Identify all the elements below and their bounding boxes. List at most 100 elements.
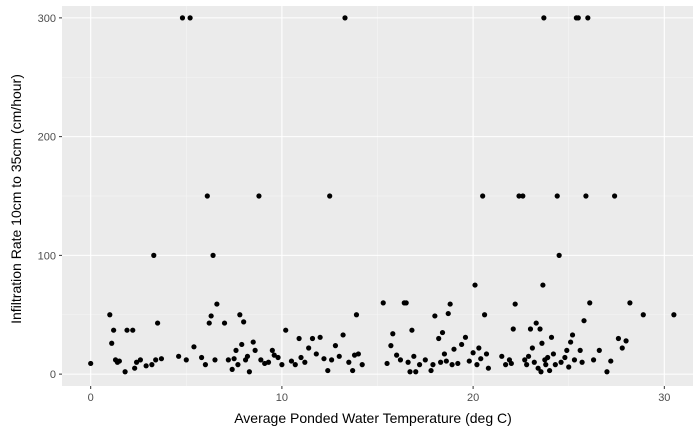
x-tick-label: 0 <box>88 392 94 404</box>
data-point <box>533 320 539 326</box>
data-point <box>422 357 428 363</box>
data-point <box>590 357 597 363</box>
data-point <box>413 369 419 375</box>
data-point <box>451 346 457 352</box>
data-point <box>550 351 557 357</box>
data-point <box>409 327 415 333</box>
data-point <box>265 359 272 365</box>
data-point <box>214 301 220 307</box>
grid-lines <box>62 6 693 386</box>
data-point <box>283 327 289 333</box>
data-point <box>612 193 618 199</box>
data-point <box>556 252 562 258</box>
data-point <box>246 369 252 375</box>
data-point <box>158 356 165 362</box>
data-point <box>411 353 417 359</box>
data-point <box>571 357 578 363</box>
data-point <box>529 345 535 351</box>
data-point <box>604 369 610 375</box>
data-point <box>151 252 157 258</box>
data-point <box>585 15 591 21</box>
data-point <box>155 320 161 326</box>
data-point <box>579 359 585 365</box>
data-point <box>130 327 136 333</box>
data-point <box>258 357 264 363</box>
data-point <box>204 193 210 199</box>
y-axis-title: Infiltration Rate 10cm to 35cm (cm/hour) <box>8 74 24 324</box>
data-point <box>428 367 434 374</box>
data-point <box>239 341 245 348</box>
data-point <box>340 332 346 338</box>
data-point <box>552 362 558 368</box>
y-tick-label: 300 <box>38 13 56 25</box>
data-point <box>615 335 622 342</box>
data-point <box>329 357 335 363</box>
data-point <box>212 357 218 363</box>
data-point <box>380 300 386 306</box>
data-point <box>562 354 568 361</box>
data-point <box>183 357 189 363</box>
data-point <box>535 365 541 371</box>
data-point <box>627 300 633 306</box>
data-point <box>543 362 549 368</box>
data-point <box>107 312 113 318</box>
data-point <box>353 312 360 318</box>
data-point <box>430 362 436 368</box>
data-point <box>208 313 214 319</box>
data-point <box>554 193 560 199</box>
data-point <box>512 301 518 307</box>
data-point <box>137 357 143 363</box>
data-point <box>619 345 625 351</box>
data-point <box>321 356 327 362</box>
data-point <box>275 354 281 361</box>
x-tick-label: 10 <box>276 392 288 404</box>
data-point <box>525 353 532 359</box>
data-point <box>538 369 544 375</box>
data-point <box>342 15 348 21</box>
data-point <box>485 365 492 371</box>
data-point <box>359 362 365 368</box>
data-point <box>306 345 312 351</box>
data-point <box>292 362 298 368</box>
x-tick-label: 20 <box>467 392 479 404</box>
data-point <box>279 362 285 368</box>
data-point <box>88 360 94 367</box>
data-point <box>317 334 323 340</box>
data-point <box>671 312 677 318</box>
data-point <box>447 301 453 307</box>
data-point <box>384 360 390 367</box>
data-point <box>296 335 302 342</box>
data-point <box>541 15 547 21</box>
data-point <box>480 193 486 199</box>
data-point <box>229 366 235 372</box>
data-point <box>288 358 295 364</box>
data-point <box>271 352 277 358</box>
data-point <box>470 350 476 356</box>
data-point <box>231 356 237 362</box>
data-point <box>476 345 482 351</box>
data-point <box>210 252 216 258</box>
data-point <box>206 320 212 326</box>
data-point <box>569 332 576 338</box>
data-point <box>640 312 646 318</box>
data-point <box>481 312 488 318</box>
data-point <box>221 320 228 326</box>
data-point <box>545 354 551 361</box>
data-point <box>202 362 209 368</box>
data-point <box>527 326 534 332</box>
y-tick-label: 200 <box>38 132 56 144</box>
data-point <box>462 334 469 340</box>
data-point <box>443 358 449 364</box>
data-point <box>298 354 304 361</box>
data-point <box>252 347 258 353</box>
data-point <box>540 282 546 288</box>
data-point <box>355 351 361 357</box>
data-point <box>241 319 247 325</box>
data-point <box>179 15 186 21</box>
data-point <box>539 340 545 346</box>
data-point <box>548 334 555 340</box>
data-point <box>124 327 130 333</box>
y-tick-label: 100 <box>38 250 56 262</box>
